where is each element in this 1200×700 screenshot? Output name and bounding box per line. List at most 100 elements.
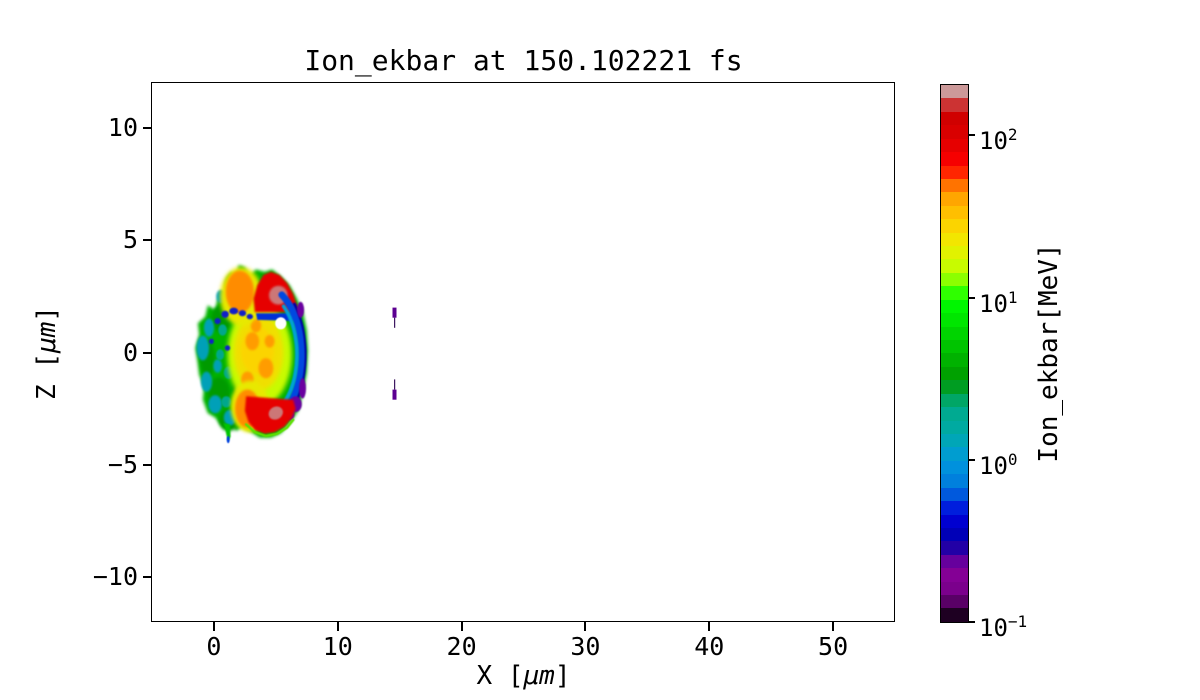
colorbar-tick-mark — [968, 296, 975, 299]
purple-fringes-item — [297, 301, 305, 318]
colorbar-band — [941, 340, 968, 354]
colorbar-band — [941, 447, 968, 461]
teal-speckles-item — [218, 324, 227, 336]
colorbar — [940, 84, 969, 623]
y-tick-mark — [143, 239, 152, 242]
colorbar-band — [941, 568, 968, 582]
navy-speckles — [208, 307, 253, 351]
colorbar-tick-label: 100 — [979, 449, 1018, 480]
x-tick-mark — [708, 622, 711, 631]
colorbar-band — [941, 205, 968, 220]
cyan-edge-patches-item — [200, 371, 213, 392]
colorbar-band — [941, 420, 968, 434]
y-axis-label: Z [μm] — [32, 306, 62, 400]
lower-lobe-highlight — [268, 406, 283, 420]
upper-orange-wing — [225, 270, 255, 314]
colorbar-band — [941, 272, 968, 287]
colorbar-band — [941, 595, 968, 609]
colorbar-tick-label: 10−1 — [979, 612, 1028, 642]
colorbar-tick-mark — [968, 458, 975, 461]
x-tick-mark — [212, 622, 215, 631]
colorbar-band — [941, 527, 968, 542]
colorbar-band — [941, 380, 968, 394]
colorbar-band — [941, 259, 968, 273]
y-tick-label: 5 — [122, 225, 138, 255]
white-gap — [275, 317, 287, 330]
cyan-edge-patches-item — [208, 395, 222, 414]
x-axis-label: X [μm] — [476, 661, 571, 691]
teal-speckles-item — [216, 349, 225, 361]
y-tick-label: 10 — [107, 112, 138, 142]
heatmap-canvas — [195, 264, 397, 444]
colorbar-band — [941, 98, 968, 112]
y-tick-label: 0 — [122, 337, 138, 367]
colorbar-band — [941, 232, 968, 247]
y-tick-mark — [143, 576, 152, 579]
x-tick-mark — [832, 622, 835, 631]
x-tick-mark — [460, 622, 463, 631]
core-orange-spots-item — [264, 335, 275, 348]
colorbar-band — [941, 299, 968, 314]
colorbar-band — [941, 125, 968, 139]
x-tick-label: 50 — [818, 632, 849, 661]
colorbar-band — [941, 608, 968, 622]
colorbar-band — [941, 407, 968, 421]
colorbar-band — [941, 514, 968, 528]
navy-speckles-item — [214, 318, 221, 325]
colorbar-band — [941, 554, 968, 569]
colorbar-band — [941, 460, 968, 475]
drip-tip — [226, 436, 230, 444]
colorbar-band — [941, 433, 968, 448]
x-tick-label: 30 — [570, 632, 601, 661]
core-orange-spots-item — [245, 332, 260, 351]
colorbar-band — [941, 286, 968, 300]
colorbar-band — [941, 85, 968, 99]
navy-speckles-item — [208, 338, 214, 344]
colorbar-band — [941, 152, 968, 166]
y-tick-mark — [143, 126, 152, 129]
purple-fringes-item — [299, 378, 306, 399]
colorbar-band — [941, 366, 968, 381]
y-tick-mark — [143, 351, 152, 354]
x-tick-label: 20 — [446, 632, 477, 661]
colorbar-band — [941, 353, 968, 367]
far-speck-bottom-rect — [392, 389, 397, 400]
far-speck-top-rect — [392, 307, 397, 318]
colorbar-band — [941, 326, 968, 341]
navy-speckles-item — [224, 345, 231, 351]
colorbar-band — [941, 138, 968, 153]
navy-speckles-item — [229, 307, 239, 315]
colorbar-band — [941, 178, 968, 193]
core-orange-spots-item — [258, 358, 274, 379]
colorbar-band — [941, 487, 968, 502]
x-tick-label: 40 — [694, 632, 725, 661]
navy-speckles-item — [221, 310, 229, 318]
core-orange-spots-item — [250, 318, 262, 333]
plot-title: Ion_ekbar at 150.102221 fs — [304, 44, 743, 77]
colorbar-tick-label: 101 — [979, 287, 1018, 318]
y-tick-label: −5 — [107, 449, 138, 479]
colorbar-tick-label: 102 — [979, 125, 1018, 156]
colorbar-band — [941, 219, 968, 233]
colorbar-band — [941, 541, 968, 555]
navy-speckles-item — [238, 310, 247, 317]
teal-speckles-item — [221, 396, 232, 408]
colorbar-band — [941, 192, 968, 206]
colorbar-label: Ion_ekbar[MeV] — [1034, 243, 1064, 463]
colorbar-band — [941, 393, 968, 408]
y-tick-label: −10 — [92, 562, 138, 592]
x-tick-mark — [336, 622, 339, 631]
colorbar-band — [941, 165, 968, 179]
x-tick-label: 0 — [206, 632, 222, 661]
lower-green-rim — [244, 418, 295, 438]
cyan-arc — [280, 304, 299, 407]
navy-speckles-item — [246, 313, 253, 320]
colorbar-band — [941, 501, 968, 515]
cyan-edge-patches-item — [213, 359, 222, 373]
colorbar-band — [941, 246, 968, 260]
colorbar-band — [941, 474, 968, 488]
colorbar-tick-mark — [968, 621, 975, 623]
colorbar-band — [941, 581, 968, 596]
cyan-edge-patches-item — [196, 335, 209, 361]
